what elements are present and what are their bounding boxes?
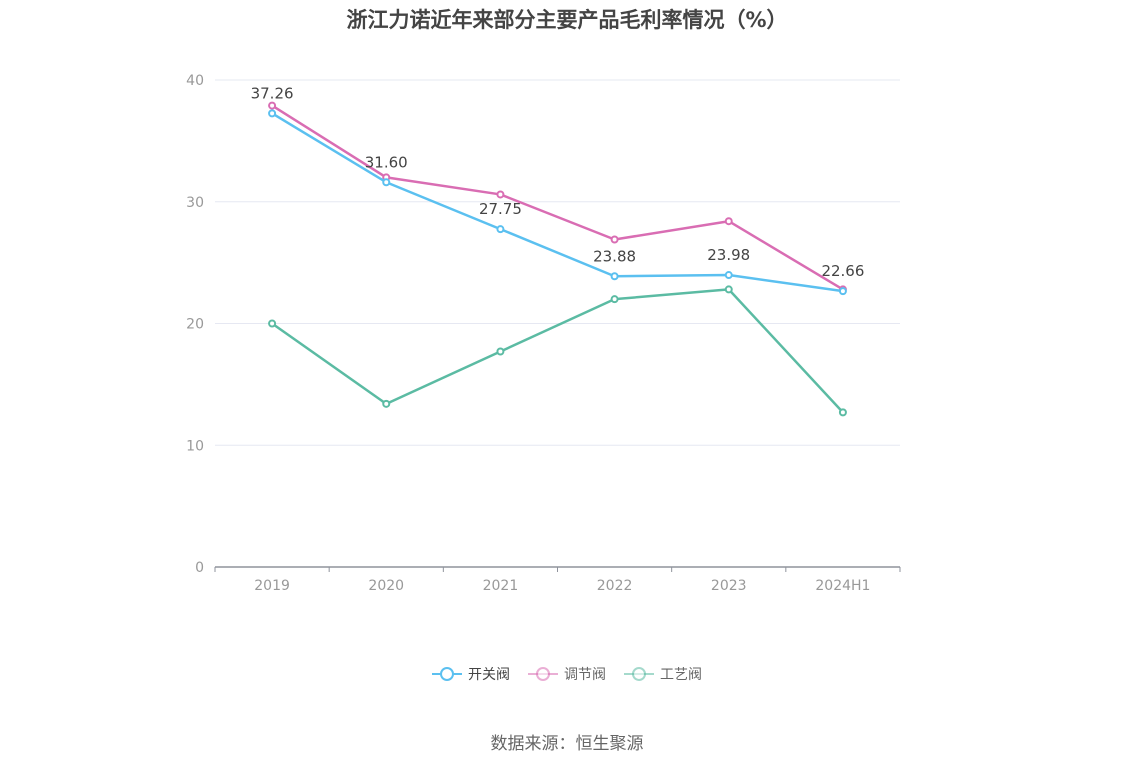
data-label: 27.75	[479, 200, 522, 218]
x-tick-label: 2022	[597, 578, 633, 594]
data-point	[610, 235, 619, 244]
data-point	[268, 101, 277, 110]
data-point	[382, 178, 391, 187]
data-point	[496, 190, 505, 199]
y-tick-label: 30	[186, 195, 204, 211]
data-point	[268, 109, 277, 118]
x-tick-label: 2023	[711, 578, 747, 594]
data-label: 22.66	[821, 262, 864, 280]
x-tick-label: 2024H1	[815, 578, 870, 594]
data-point	[724, 285, 733, 294]
data-labels: 37.26 31.60 27.75 23.88 23.98 22.66	[251, 84, 865, 280]
data-point	[496, 225, 505, 234]
data-point	[838, 408, 847, 417]
series-lines	[268, 101, 847, 417]
legend-item-0[interactable]: 开关阀	[432, 664, 510, 684]
data-label: 31.60	[365, 153, 408, 171]
legend-label: 开关阀	[468, 667, 510, 683]
source-note: 数据来源：恒生聚源	[490, 734, 644, 754]
data-label: 23.98	[707, 246, 750, 264]
series-line-0	[271, 112, 844, 293]
y-tick-label: 0	[195, 560, 204, 576]
data-point	[610, 272, 619, 281]
legend-marker-icon	[432, 666, 462, 682]
legend-marker-icon	[624, 666, 654, 682]
x-tick-label: 2019	[254, 578, 290, 594]
data-point	[724, 271, 733, 280]
x-tick-label: 2020	[368, 578, 404, 594]
grid-lines	[215, 79, 900, 446]
legend-item-2[interactable]: 工艺阀	[624, 664, 702, 684]
data-point	[496, 347, 505, 356]
series-line-1	[271, 104, 844, 291]
legend-marker-icon	[528, 666, 558, 682]
data-point	[724, 217, 733, 226]
series-line-2	[271, 288, 844, 414]
data-point	[610, 295, 619, 304]
data-point	[838, 287, 847, 296]
x-tick-label: 2021	[483, 578, 519, 594]
y-tick-label: 20	[186, 317, 204, 333]
legend-label: 调节阀	[564, 667, 606, 683]
chart-title: 浙江力诺近年来部分主要产品毛利率情况（%）	[346, 8, 788, 32]
data-label: 37.26	[251, 84, 294, 102]
legend: 开关阀 调节阀 工艺阀	[0, 664, 1134, 684]
legend-item-1[interactable]: 调节阀	[528, 664, 606, 684]
y-tick-label: 40	[186, 73, 204, 89]
data-label: 23.88	[593, 247, 636, 265]
legend-label: 工艺阀	[660, 667, 702, 683]
y-tick-label: 10	[186, 438, 204, 454]
data-point	[268, 319, 277, 328]
data-point	[382, 399, 391, 408]
axes: 0 10 20 30 40 2019 2020 2021 2022 2023 2024H1	[186, 73, 901, 594]
